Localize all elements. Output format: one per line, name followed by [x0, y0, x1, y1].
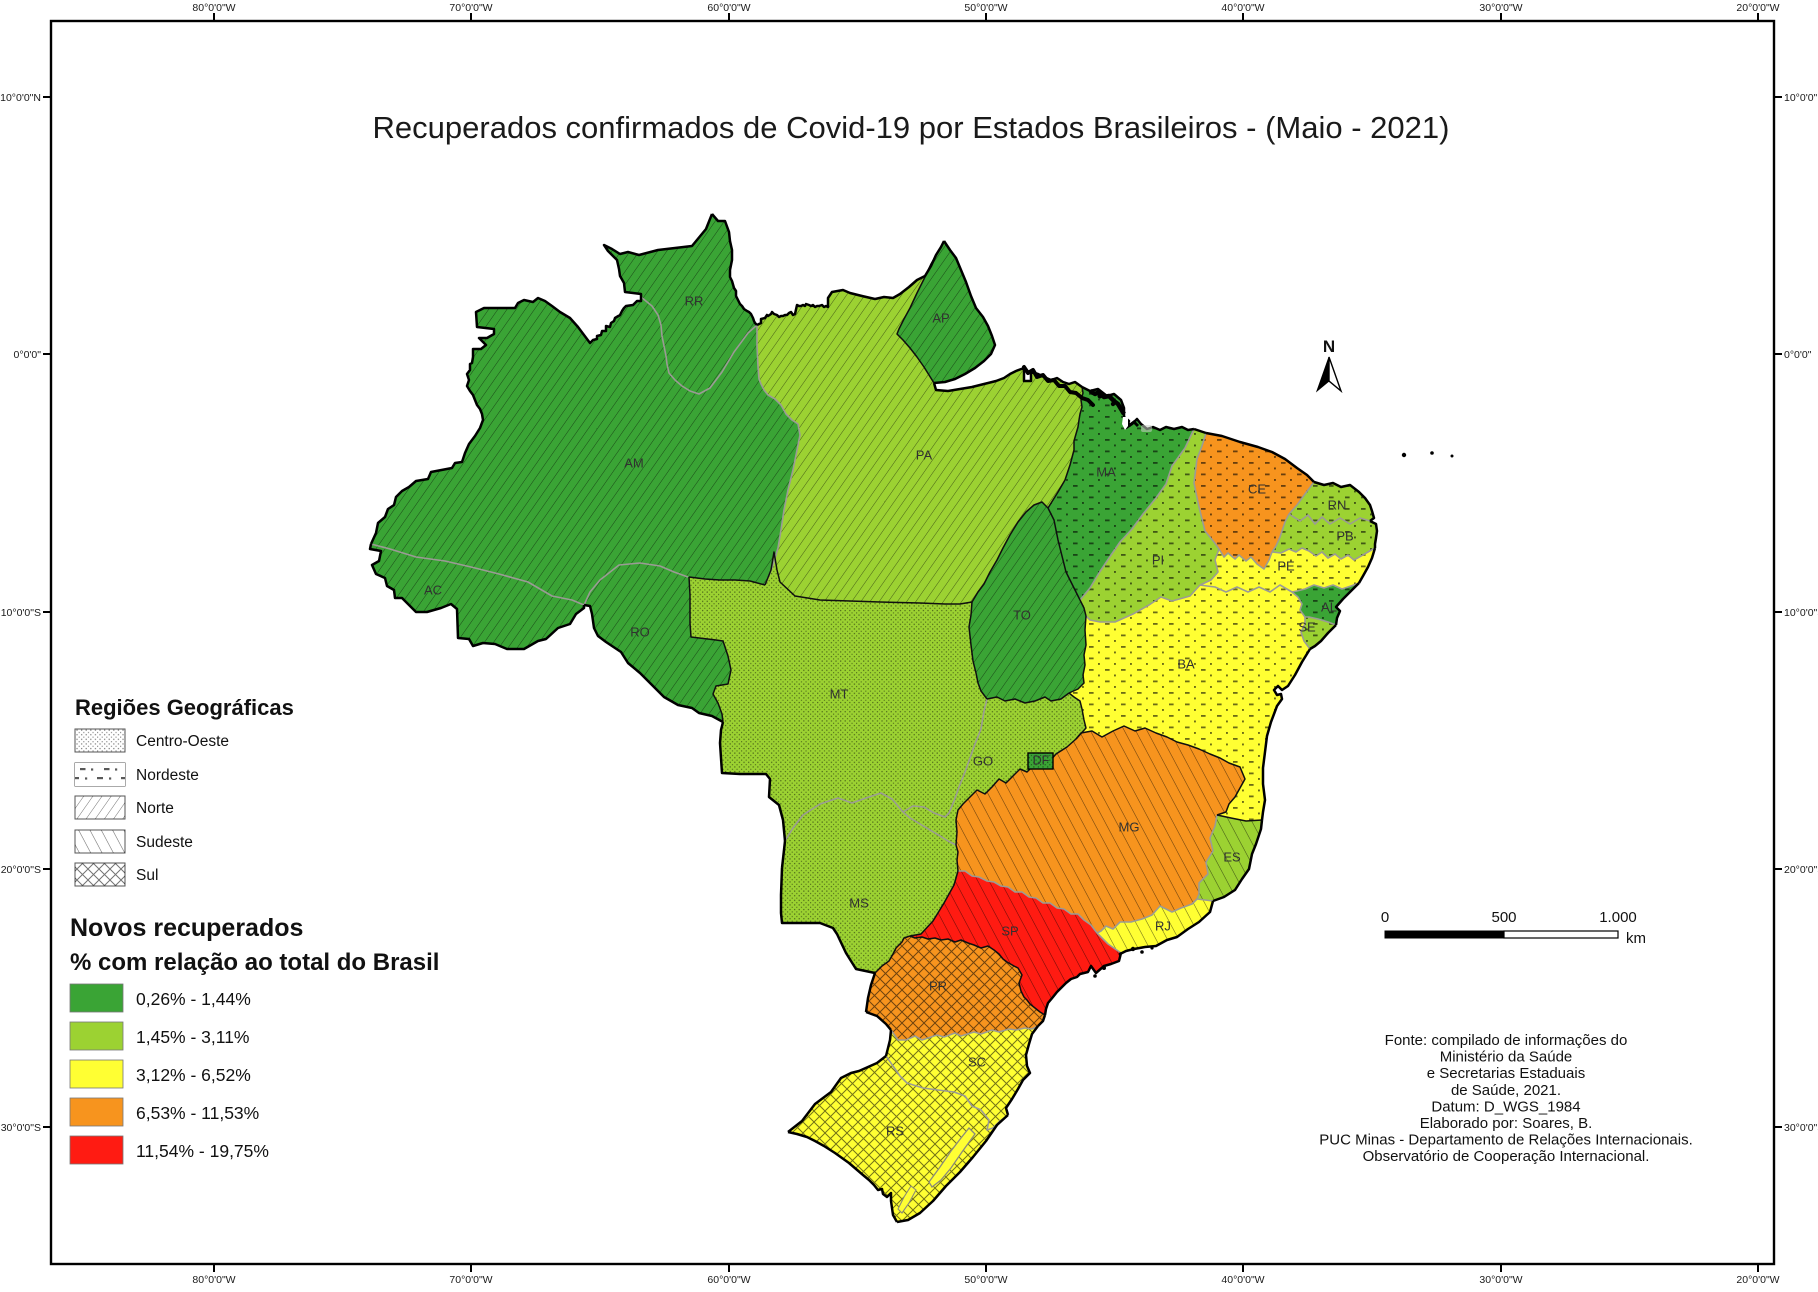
svg-text:70°0'0"W: 70°0'0"W [449, 2, 492, 14]
svg-text:Recuperados confirmados de Cov: Recuperados confirmados de Covid-19 por … [373, 110, 1450, 145]
svg-text:Regiões Geográficas: Regiões Geográficas [75, 695, 294, 720]
svg-text:Sul: Sul [136, 867, 158, 884]
svg-text:30°0'0"W: 30°0'0"W [1479, 2, 1522, 14]
svg-text:70°0'0"W: 70°0'0"W [449, 1274, 492, 1286]
svg-text:80°0'0"W: 80°0'0"W [192, 2, 235, 14]
svg-text:0: 0 [1381, 909, 1389, 926]
svg-text:20°0'0"W: 20°0'0"W [1736, 2, 1779, 14]
svg-text:MA: MA [1096, 465, 1116, 480]
svg-text:20°0'0"S: 20°0'0"S [1, 864, 41, 876]
svg-text:SE: SE [1298, 620, 1316, 635]
svg-text:PR: PR [929, 979, 947, 994]
svg-text:1.000: 1.000 [1599, 909, 1637, 926]
svg-text:Ministério da Saúde: Ministério da Saúde [1440, 1049, 1573, 1066]
svg-text:PA: PA [916, 448, 933, 463]
svg-text:Sudeste: Sudeste [136, 834, 193, 851]
svg-text:AP: AP [932, 311, 949, 326]
svg-text:km: km [1626, 930, 1646, 947]
svg-text:Centro-Oeste: Centro-Oeste [136, 733, 229, 750]
svg-text:ES: ES [1223, 850, 1241, 865]
svg-text:RN: RN [1328, 498, 1347, 513]
svg-text:PE: PE [1277, 559, 1295, 574]
svg-text:MS: MS [849, 896, 869, 911]
svg-text:RS: RS [886, 1124, 904, 1139]
svg-text:PB: PB [1336, 529, 1353, 544]
svg-text:SP: SP [1001, 924, 1018, 939]
svg-text:60°0'0"W: 60°0'0"W [707, 2, 750, 14]
svg-text:11,54% - 19,75%: 11,54% - 19,75% [136, 1141, 269, 1161]
svg-text:% com relação ao total do Bras: % com relação ao total do Brasil [70, 949, 439, 976]
svg-text:AM: AM [624, 456, 644, 471]
svg-text:10°0'0"N: 10°0'0"N [1784, 92, 1818, 104]
svg-text:AL: AL [1321, 600, 1337, 615]
svg-text:CE: CE [1248, 482, 1266, 497]
svg-text:3,12% - 6,52%: 3,12% - 6,52% [136, 1065, 251, 1085]
svg-text:Norte: Norte [136, 800, 174, 817]
svg-text:10°0'0"S: 10°0'0"S [1, 607, 41, 619]
svg-text:Datum: D_WGS_1984: Datum: D_WGS_1984 [1431, 1098, 1580, 1115]
svg-text:SC: SC [968, 1055, 986, 1070]
svg-text:GO: GO [973, 754, 993, 769]
svg-text:Elaborado por: Soares, B.: Elaborado por: Soares, B. [1420, 1115, 1593, 1132]
svg-text:TO: TO [1013, 608, 1031, 623]
svg-text:50°0'0"W: 50°0'0"W [964, 1274, 1007, 1286]
svg-text:N: N [1323, 337, 1335, 356]
svg-text:30°0'0"S: 30°0'0"S [1, 1122, 41, 1134]
svg-text:500: 500 [1491, 909, 1516, 926]
svg-text:10°0'0"S: 10°0'0"S [1784, 607, 1818, 619]
svg-text:RO: RO [630, 625, 650, 640]
svg-text:50°0'0"W: 50°0'0"W [964, 2, 1007, 14]
svg-text:80°0'0"W: 80°0'0"W [192, 1274, 235, 1286]
svg-text:Fonte: compilado de informaçõe: Fonte: compilado de informações do [1385, 1032, 1628, 1049]
svg-text:Novos recuperados: Novos recuperados [70, 914, 303, 942]
svg-text:30°0'0"S: 30°0'0"S [1784, 1122, 1818, 1134]
svg-text:e Secretarias Estaduais: e Secretarias Estaduais [1427, 1065, 1585, 1082]
svg-text:0,26% - 1,44%: 0,26% - 1,44% [136, 989, 251, 1009]
svg-text:MT: MT [830, 687, 849, 702]
svg-text:0°0'0": 0°0'0" [1784, 349, 1812, 361]
svg-text:RJ: RJ [1155, 919, 1171, 934]
svg-text:30°0'0"W: 30°0'0"W [1479, 1274, 1522, 1286]
svg-text:PI: PI [1152, 553, 1164, 568]
svg-text:BA: BA [1177, 657, 1195, 672]
svg-text:0°0'0": 0°0'0" [14, 349, 42, 361]
svg-text:20°0'0"S: 20°0'0"S [1784, 864, 1818, 876]
svg-text:Nordeste: Nordeste [136, 767, 199, 784]
svg-text:Observatório de Cooperação Int: Observatório de Cooperação Internacional… [1363, 1148, 1650, 1165]
svg-text:MG: MG [1119, 820, 1140, 835]
svg-text:de Saúde, 2021.: de Saúde, 2021. [1451, 1082, 1561, 1099]
svg-text:RR: RR [685, 294, 704, 309]
svg-text:10°0'0"N: 10°0'0"N [0, 92, 41, 104]
svg-text:AC: AC [424, 583, 442, 598]
svg-text:1,45% - 3,11%: 1,45% - 3,11% [136, 1027, 250, 1047]
svg-text:DF: DF [1033, 754, 1050, 768]
svg-text:PUC Minas - Departamento de Re: PUC Minas - Departamento de Relações Int… [1319, 1132, 1693, 1149]
svg-text:20°0'0"W: 20°0'0"W [1736, 1274, 1779, 1286]
svg-text:40°0'0"W: 40°0'0"W [1221, 1274, 1264, 1286]
svg-text:40°0'0"W: 40°0'0"W [1221, 2, 1264, 14]
svg-text:6,53% - 11,53%: 6,53% - 11,53% [136, 1103, 259, 1123]
svg-text:60°0'0"W: 60°0'0"W [707, 1274, 750, 1286]
